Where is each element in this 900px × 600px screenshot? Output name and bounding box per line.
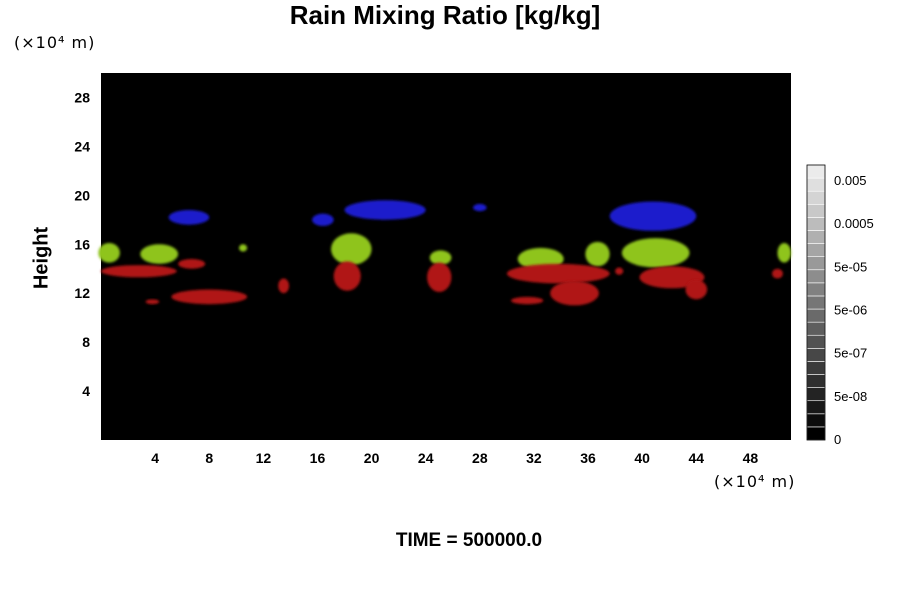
colorbar-label: 0.005 xyxy=(834,173,867,188)
data-region-17 xyxy=(145,299,160,305)
time-footer: TIME = 500000.0 xyxy=(395,530,543,551)
y-tick-label: 24 xyxy=(74,138,90,154)
data-region-0 xyxy=(168,210,210,225)
x-axis-ticks: 4 8 12 16 20 24 28 32 36 40 44 48 xyxy=(151,450,758,466)
data-region-5 xyxy=(98,243,120,263)
data-region-20 xyxy=(427,262,452,292)
colorbar-label: 0.0005 xyxy=(834,216,874,231)
y-tick-label: 16 xyxy=(74,236,90,252)
x-tick-label: 44 xyxy=(689,450,705,466)
colorbar-label: 5e-06 xyxy=(834,303,867,318)
data-region-21 xyxy=(510,296,544,305)
colorbar-swatch xyxy=(806,164,826,179)
colorbar-swatch xyxy=(806,282,826,297)
x-tick-label: 40 xyxy=(634,450,650,466)
data-region-22 xyxy=(506,263,610,284)
colorbar-swatch xyxy=(806,177,826,192)
data-region-18 xyxy=(278,278,290,294)
data-region-13 xyxy=(777,243,791,263)
colorbar-swatch xyxy=(806,295,826,310)
y-tick-label: 28 xyxy=(74,89,90,105)
colorbar-label: 5e-07 xyxy=(834,346,867,361)
colorbar-swatch xyxy=(806,269,826,284)
colorbar-swatch xyxy=(806,334,826,349)
x-tick-label: 36 xyxy=(580,450,596,466)
data-region-26 xyxy=(685,279,708,300)
y-tick-label: 12 xyxy=(74,285,90,301)
data-region-27 xyxy=(772,268,783,279)
colorbar-swatch xyxy=(806,243,826,257)
data-region-19 xyxy=(333,261,361,291)
data-region-11 xyxy=(585,241,610,267)
data-region-23 xyxy=(550,280,599,306)
colorbar-swatch xyxy=(806,256,826,271)
data-region-6 xyxy=(140,244,179,264)
colorbar-frame xyxy=(806,164,826,441)
data-region-2 xyxy=(344,200,426,220)
colorbar xyxy=(806,164,826,441)
colorbar-label: 0 xyxy=(834,432,841,447)
data-region-7 xyxy=(239,244,248,252)
colorbar-swatch xyxy=(806,361,826,375)
chart-title: Rain Mixing Ratio [kg/kg] xyxy=(289,0,601,30)
colorbar-label: 5e-08 xyxy=(834,389,867,404)
y-axis-unit: (×10⁴ m) xyxy=(14,33,96,52)
data-region-8 xyxy=(331,233,372,266)
x-tick-label: 12 xyxy=(256,450,272,466)
data-region-14 xyxy=(101,265,177,278)
y-tick-label: 4 xyxy=(82,383,90,399)
data-region-25 xyxy=(639,266,705,289)
x-axis-unit: (×10⁴ m) xyxy=(714,472,796,491)
data-region-3 xyxy=(473,203,487,212)
data-region-4 xyxy=(609,201,697,231)
colorbar-swatch xyxy=(806,400,826,415)
x-tick-label: 20 xyxy=(364,450,380,466)
colorbar-label: 5e-05 xyxy=(834,259,867,274)
x-tick-label: 32 xyxy=(526,450,542,466)
data-region-12 xyxy=(621,238,690,268)
colorbar-swatch xyxy=(806,308,826,323)
x-tick-label: 16 xyxy=(310,450,326,466)
colorbar-swatch xyxy=(806,426,826,441)
data-region-9 xyxy=(429,250,452,266)
data-region-1 xyxy=(312,213,334,226)
y-tick-label: 20 xyxy=(74,187,90,203)
colorbar-swatch xyxy=(806,387,826,402)
x-tick-label: 8 xyxy=(205,450,213,466)
x-tick-label: 24 xyxy=(418,450,434,466)
colorbar-swatch xyxy=(806,190,826,205)
colorbar-swatch xyxy=(806,230,826,244)
colorbar-ticks: 0 5e-08 5e-07 5e-06 5e-05 0.0005 0.005 xyxy=(834,173,874,447)
colorbar-swatch xyxy=(806,217,826,231)
colorbar-swatch xyxy=(806,413,826,428)
data-region-24 xyxy=(615,267,624,275)
colorbar-swatch xyxy=(806,374,826,388)
colorbar-swatch xyxy=(806,321,826,336)
x-tick-label: 28 xyxy=(472,450,488,466)
x-tick-label: 4 xyxy=(151,450,159,466)
y-axis-ticks: 4 8 12 16 20 24 28 xyxy=(74,89,90,399)
data-regions xyxy=(98,200,791,306)
data-region-16 xyxy=(171,289,248,305)
data-region-15 xyxy=(178,258,206,269)
x-tick-label: 48 xyxy=(743,450,759,466)
colorbar-swatch xyxy=(806,203,826,218)
y-tick-label: 8 xyxy=(82,334,90,350)
colorbar-swatch xyxy=(806,348,826,362)
